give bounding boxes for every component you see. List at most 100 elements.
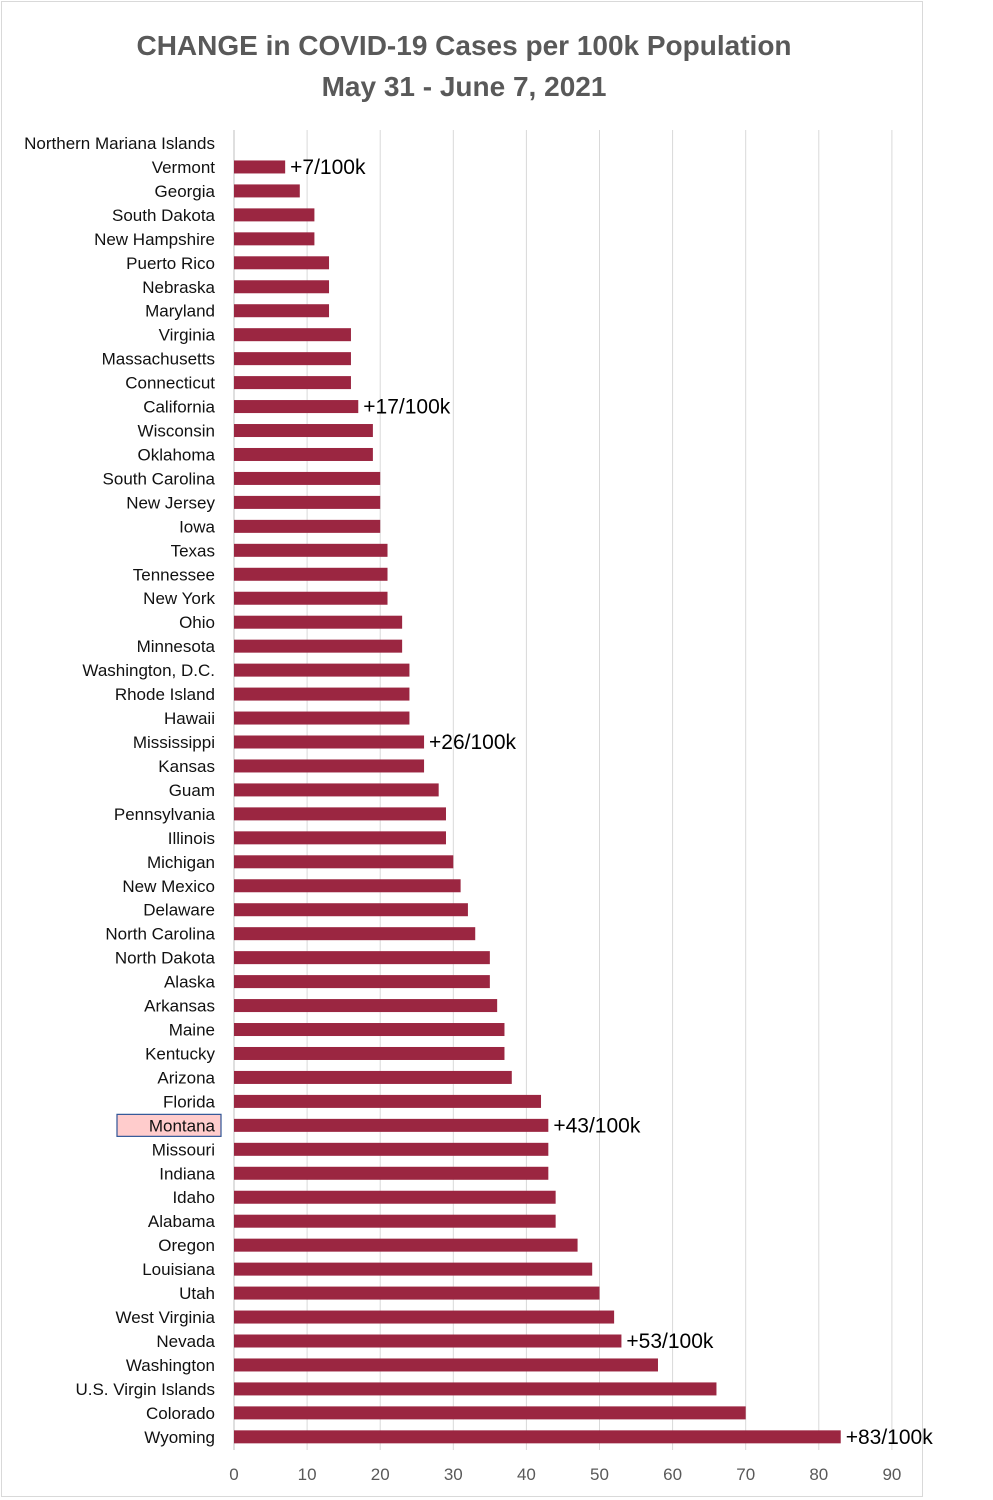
bar: [234, 903, 468, 917]
bar: [234, 1382, 717, 1396]
bar: [234, 567, 388, 581]
category-label: Kentucky: [145, 1044, 215, 1063]
category-label: Florida: [163, 1092, 216, 1111]
bar: [234, 1046, 505, 1060]
category-label: Indiana: [159, 1164, 215, 1183]
bar: [234, 615, 403, 629]
bar: [234, 999, 498, 1013]
category-label: Alaska: [164, 973, 216, 992]
category-label: California: [143, 398, 215, 417]
bar: [234, 1238, 578, 1252]
bar: [234, 424, 373, 438]
bar: [234, 352, 351, 366]
category-label: Connecticut: [125, 374, 215, 393]
category-label: Rhode Island: [115, 685, 215, 704]
bar: [234, 232, 315, 246]
x-tick-label: 30: [444, 1465, 463, 1484]
bar: [234, 735, 425, 749]
category-label: South Carolina: [103, 469, 216, 488]
category-label: Washington: [126, 1356, 215, 1375]
category-label: Wyoming: [144, 1428, 215, 1447]
bar: [234, 328, 351, 342]
category-label: Mississippi: [133, 733, 215, 752]
bar: [234, 1094, 542, 1108]
category-label: U.S. Virgin Islands: [75, 1380, 215, 1399]
bar: [234, 1310, 615, 1324]
bar: [234, 927, 476, 941]
category-label: Tennessee: [133, 565, 215, 584]
category-label: South Dakota: [112, 206, 216, 225]
bar: [234, 759, 425, 773]
category-label: Wisconsin: [138, 422, 215, 441]
bar: [234, 879, 461, 893]
bar: [234, 1070, 512, 1084]
category-label: West Virginia: [115, 1308, 215, 1327]
bar: [234, 376, 351, 390]
data-label: +7/100k: [290, 156, 366, 179]
category-label: Northern Mariana Islands: [24, 134, 215, 153]
category-label: Pennsylvania: [114, 805, 216, 824]
category-label: Maryland: [145, 302, 215, 321]
x-tick-label: 0: [229, 1465, 238, 1484]
category-label: Utah: [179, 1284, 215, 1303]
bar: [234, 1118, 549, 1132]
x-tick-label: 90: [882, 1465, 901, 1484]
x-tick-label: 60: [663, 1465, 682, 1484]
bar: [234, 1166, 549, 1180]
bar: [234, 831, 446, 845]
bar: [234, 447, 373, 461]
bar: [234, 543, 388, 557]
bar: [234, 1190, 556, 1204]
x-tick-label: 10: [298, 1465, 317, 1484]
category-label: New Hampshire: [94, 230, 215, 249]
bar: [234, 1023, 505, 1037]
bar: [234, 280, 330, 294]
bar: [234, 1262, 593, 1276]
category-label: Louisiana: [142, 1260, 215, 1279]
chart-title: CHANGE in COVID-19 Cases per 100k Popula…: [136, 30, 792, 61]
category-label: New Mexico: [122, 877, 215, 896]
category-label: Guam: [169, 781, 215, 800]
x-tick-label: 70: [736, 1465, 755, 1484]
bar: [234, 1406, 746, 1420]
data-label: +43/100k: [553, 1114, 640, 1137]
category-label: Iowa: [179, 517, 215, 536]
bar: [234, 184, 300, 198]
bar: [234, 495, 381, 509]
category-label: Michigan: [147, 853, 215, 872]
category-label: Illinois: [168, 829, 215, 848]
data-label: +17/100k: [363, 396, 450, 419]
bar: [234, 1286, 600, 1300]
bar: [234, 951, 490, 965]
chart-subtitle: May 31 - June 7, 2021: [321, 71, 607, 102]
bar: [234, 807, 446, 821]
category-label: Nebraska: [142, 278, 215, 297]
category-label: Texas: [171, 541, 215, 560]
category-label: Nevada: [156, 1332, 215, 1351]
category-label: Arkansas: [144, 997, 215, 1016]
x-tick-label: 40: [517, 1465, 536, 1484]
category-label: Virginia: [159, 326, 216, 345]
category-label: Alabama: [148, 1212, 216, 1231]
bar: [234, 591, 388, 605]
category-label: Georgia: [155, 182, 216, 201]
bar: [234, 855, 454, 869]
bar: [234, 160, 286, 174]
bar: [234, 1142, 549, 1156]
category-label: Minnesota: [137, 637, 216, 656]
category-label: Ohio: [179, 613, 215, 632]
category-label: New Jersey: [126, 493, 215, 512]
bar: [234, 783, 439, 797]
bar: [234, 471, 381, 485]
bar: [234, 663, 410, 677]
category-label: North Carolina: [105, 925, 215, 944]
bar: [234, 256, 330, 270]
data-label: +26/100k: [429, 731, 516, 754]
category-label: Idaho: [172, 1188, 215, 1207]
bar: [234, 519, 381, 533]
category-label: North Dakota: [115, 949, 216, 968]
category-label: New York: [143, 589, 215, 608]
bar: [234, 1358, 658, 1372]
data-label: +83/100k: [846, 1426, 933, 1449]
x-tick-label: 80: [809, 1465, 828, 1484]
